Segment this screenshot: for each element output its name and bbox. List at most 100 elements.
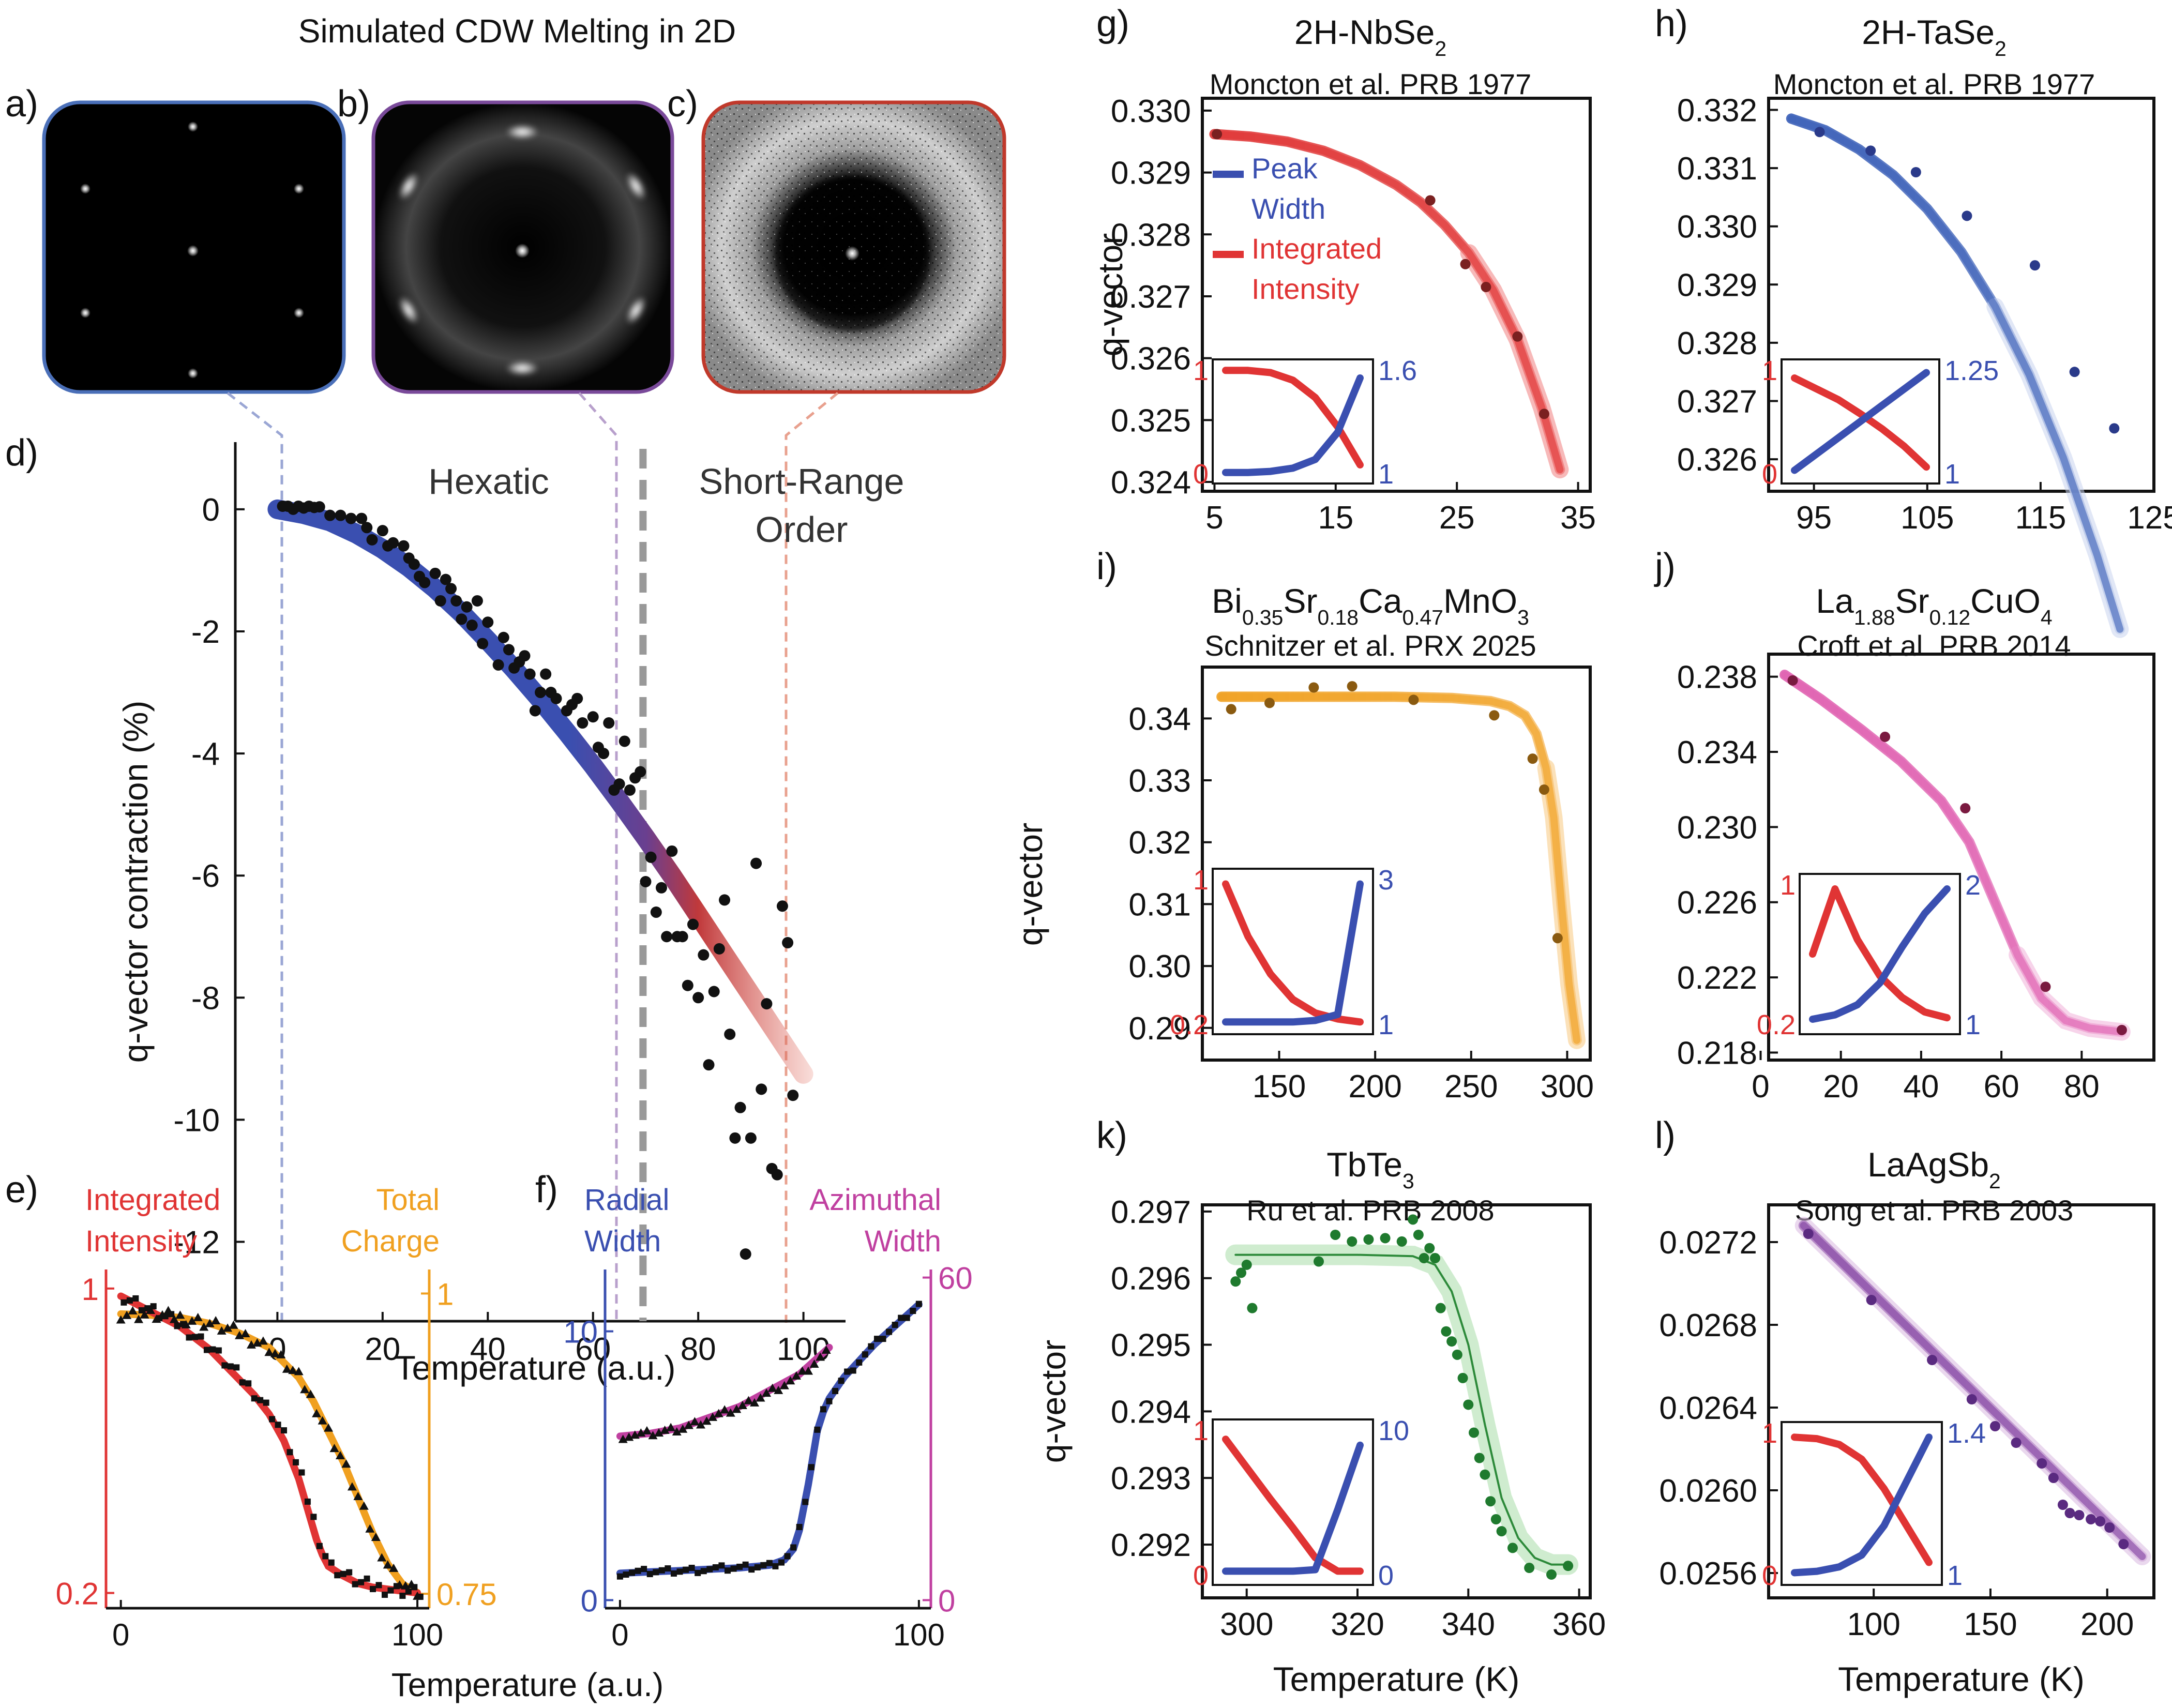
marker-radial [653, 1569, 659, 1576]
data-point [445, 583, 457, 595]
data-point [1485, 1496, 1496, 1507]
data-point [1430, 1253, 1440, 1264]
inset: 1 0.2 2 1 [1757, 870, 1981, 1040]
data-point [2116, 1024, 2127, 1035]
label-left-1: Radial [584, 1183, 669, 1217]
inset-intensity-curve [1222, 880, 1364, 1026]
data-point [650, 906, 662, 918]
marker-intensity [316, 1543, 323, 1549]
marker-azimuthal [809, 1359, 819, 1368]
data-point [1314, 1256, 1324, 1267]
left-tick-label: 10 [563, 1315, 598, 1350]
x-tick-label: 40 [1903, 1069, 1939, 1105]
y-tick-label: 0.297 [1111, 1195, 1191, 1230]
label-right-1: Azimuthal [809, 1183, 941, 1217]
inset-right-bottom-label: 1 [1947, 1560, 1963, 1591]
inset-intensity-curve [1222, 1435, 1364, 1575]
data-point [429, 567, 441, 579]
data-point [1546, 1569, 1557, 1580]
data-point [1480, 1469, 1490, 1480]
marker-charge [270, 1349, 280, 1357]
data-point [1865, 145, 1876, 156]
marker-azimuthal [696, 1420, 705, 1429]
marker-azimuthal [749, 1398, 759, 1407]
series-total-charge [117, 1310, 421, 1596]
data-point [729, 1132, 741, 1144]
marker-radial [646, 1570, 653, 1577]
y-axis-label: q-vector contraction (%) [116, 701, 155, 1063]
data-point [2040, 981, 2051, 992]
data-point [708, 986, 720, 997]
inset-left-bottom-label: 0 [1193, 1560, 1209, 1591]
x-tick-label: 150 [1964, 1607, 2017, 1642]
right-tick-label: 0.75 [436, 1577, 497, 1612]
marker-charge [128, 1306, 138, 1314]
data-point [466, 619, 478, 631]
plot-frame [1767, 97, 2155, 493]
marker-intensity [120, 1299, 127, 1306]
chart-subtitle: Croft et al. PRB 2014 [1797, 629, 2071, 662]
marker-azimuthal [636, 1428, 646, 1437]
data-point [2069, 367, 2080, 377]
panel-letter-h: h) [1655, 3, 1688, 44]
data-point [1308, 682, 1319, 693]
data-point [550, 692, 562, 704]
marker-charge [318, 1416, 327, 1425]
data-point [761, 998, 773, 1010]
data-point [1446, 1336, 1457, 1347]
data-point [2074, 1510, 2085, 1520]
plot-frame [1201, 666, 1592, 1062]
data-point [750, 857, 762, 869]
data-point [666, 845, 678, 857]
marker-intensity [126, 1297, 133, 1304]
data-point [2118, 1539, 2129, 1549]
left-tick-label: 1 [82, 1272, 99, 1307]
marker-intensity [411, 1584, 418, 1591]
x-axis-label: Temperature (a.u.) [395, 1349, 676, 1387]
data-point [603, 717, 615, 729]
data-point [1424, 1243, 1435, 1253]
data-point [529, 705, 541, 717]
title-part: 4 [2041, 606, 2053, 629]
x-tick-label: 25 [1439, 500, 1475, 536]
marker-charge [181, 1320, 191, 1328]
marker-charge [134, 1314, 144, 1323]
figure-title: Simulated CDW Melting in 2D [298, 12, 736, 50]
label-right-2: Charge [341, 1225, 440, 1258]
inset-right-top-label: 2 [1965, 870, 1981, 901]
inset-left-top-label: 1 [1193, 355, 1209, 386]
marker-radial [706, 1566, 713, 1573]
marker-radial [629, 1569, 636, 1576]
panel-letter-k: k) [1096, 1115, 1127, 1156]
marker-charge [383, 1560, 393, 1569]
marker-radial [616, 1573, 623, 1580]
marker-radial [658, 1567, 665, 1574]
data-point [756, 1083, 767, 1095]
marker-intensity [358, 1579, 365, 1585]
y-axis-label: q-vector [1091, 233, 1129, 356]
marker-radial [838, 1378, 844, 1384]
title-part: MnO [1443, 582, 1517, 620]
data-point [1989, 1421, 2000, 1431]
marker-radial [903, 1314, 910, 1321]
y-tick-label: 0.328 [1111, 217, 1191, 253]
title-part: Sr [1283, 582, 1317, 620]
x-tick-label: 20 [1823, 1069, 1859, 1105]
x-tick-label: 5 [1205, 500, 1223, 536]
y-tick-label: -6 [191, 858, 220, 894]
data-point [477, 638, 489, 649]
data-point [598, 748, 610, 760]
chart-title: 2H-NbSe2 [1294, 13, 1446, 61]
marker-radial [676, 1568, 683, 1575]
plot-frame [1767, 653, 2155, 1062]
marker-charge [122, 1310, 132, 1319]
y-tick-label: -2 [191, 614, 220, 650]
y-tick-label: 0.293 [1111, 1461, 1191, 1497]
marker-azimuthal [779, 1381, 789, 1389]
inset-width-curve [1222, 880, 1364, 1026]
title-part: La [1816, 582, 1854, 620]
data-point [1496, 1526, 1507, 1537]
right-tick-label: 0 [938, 1583, 955, 1618]
